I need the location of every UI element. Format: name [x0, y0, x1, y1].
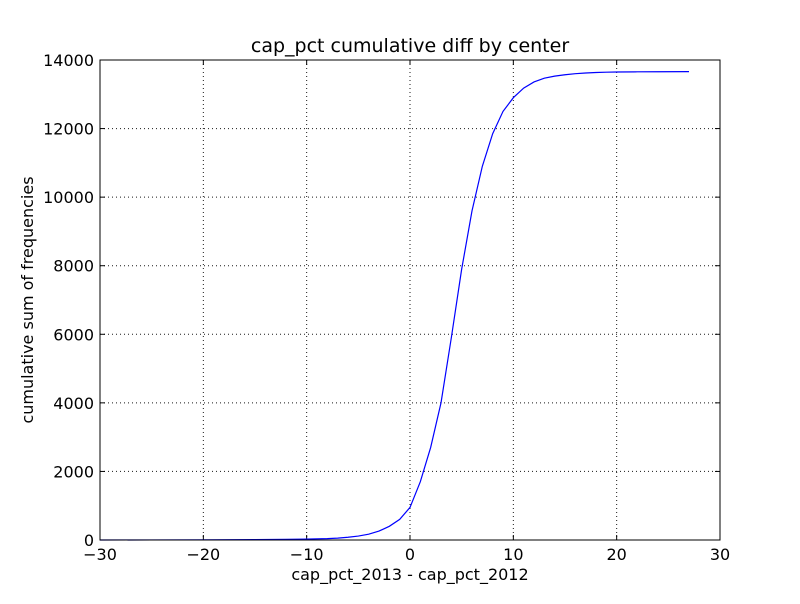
plot-frame — [99, 59, 721, 541]
y-tick-label: 4000 — [53, 394, 94, 413]
series-line — [99, 71, 690, 541]
x-axis-label: cap_pct_2013 - cap_pct_2012 — [291, 565, 528, 585]
y-tick-label: 0 — [84, 531, 94, 550]
y-tick-label: 2000 — [53, 462, 94, 481]
x-tick-label: −10 — [290, 545, 324, 564]
x-tick-label: 20 — [606, 545, 626, 564]
y-tick-label: 14000 — [43, 51, 94, 70]
y-axis-label: cumulative sum of frequencies — [18, 176, 37, 423]
ticks-layer: −30 −20 −10 0 10 20 30 0 2000 4000 6000 8000 10000 12… — [43, 51, 730, 564]
x-tick-label: −30 — [83, 545, 117, 564]
chart-title: cap_pct cumulative diff by center — [251, 35, 569, 57]
x-tick-label: 10 — [503, 545, 523, 564]
x-tick-label: 30 — [710, 545, 730, 564]
x-tick-label: −20 — [186, 545, 220, 564]
y-tick-label: 12000 — [43, 120, 94, 139]
y-tick-label: 10000 — [43, 188, 94, 207]
labels-layer: cap_pct cumulative diff by center cap_pc… — [18, 35, 569, 585]
grid-layer — [99, 59, 721, 541]
y-tick-label: 8000 — [53, 257, 94, 276]
x-tick-label: 0 — [405, 545, 415, 564]
y-tick-label: 6000 — [53, 325, 94, 344]
series-layer — [99, 71, 690, 541]
